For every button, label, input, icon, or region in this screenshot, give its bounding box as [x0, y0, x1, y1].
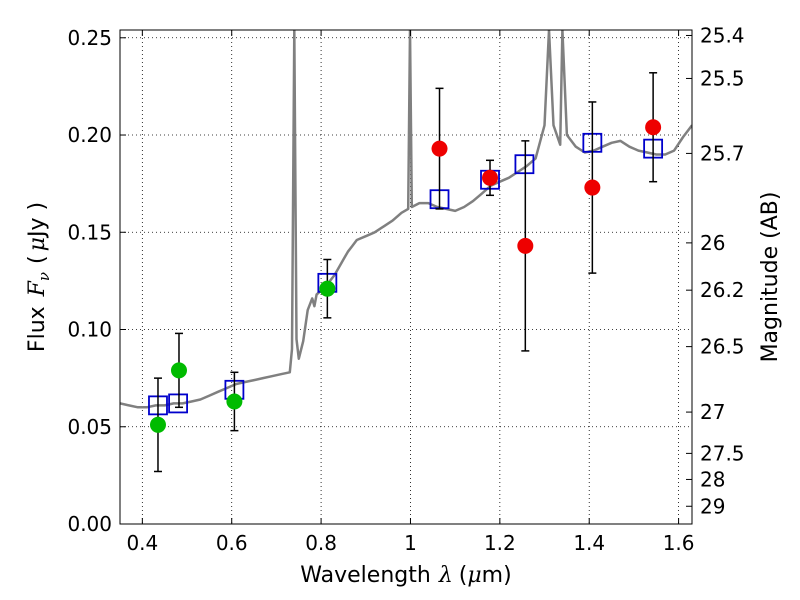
data-point [431, 140, 448, 157]
right-tick-label: 28 [700, 467, 725, 491]
data-point [517, 237, 534, 254]
grid [120, 30, 692, 525]
ticks: 0.4 0.6 0.8 1 1.2 1.4 1.6 0.00 0.05 0.10 0.15 0.20 0… [67, 23, 744, 555]
plot-area [120, 30, 692, 409]
x-tick-label: 0.4 [126, 531, 158, 555]
x-tick-label: 0.6 [216, 531, 248, 555]
right-tick-label: 26 [700, 231, 725, 255]
data-point [584, 179, 601, 196]
right-tick-label: 27.5 [700, 441, 745, 465]
y-tick-label: 0.15 [67, 220, 112, 244]
right-tick-label: 29 [700, 494, 725, 518]
data-point [645, 119, 662, 136]
spectrum-line [120, 30, 692, 409]
x-tick-label: 1.6 [663, 531, 695, 555]
data-point [149, 416, 166, 433]
y-axis-label: FluxFν(μJy ) [25, 202, 53, 352]
x-tick-label: 1 [404, 531, 417, 555]
data-point [226, 393, 243, 410]
right-tick-label: 25.5 [700, 66, 745, 90]
x-tick-label: 0.8 [305, 531, 337, 555]
y-tick-label: 0.20 [67, 123, 112, 147]
x-tick-label: 1.4 [573, 531, 605, 555]
data-point [170, 362, 187, 379]
y-tick-label: 0.10 [67, 318, 112, 342]
right-tick-label: 27 [700, 400, 725, 424]
x-tick-label: 1.2 [484, 531, 516, 555]
plot-frame [119, 29, 693, 525]
model-square-marker [514, 154, 535, 175]
y-tick-label: 0.05 [67, 415, 112, 439]
data-point [482, 169, 499, 186]
data-point [319, 280, 336, 297]
y-tick-label: 0.25 [67, 26, 112, 50]
right-tick-label: 26.5 [700, 335, 745, 359]
right-axis-label: Magnitude (AB) [758, 192, 783, 363]
x-axis-label: Wavelength λ (μm) [300, 563, 511, 588]
right-tick-label: 25.4 [700, 23, 745, 47]
right-tick-label: 26.2 [700, 278, 745, 302]
model-square-marker [168, 393, 188, 414]
right-tick-label: 25.7 [700, 141, 745, 165]
y-tick-label: 0.00 [67, 512, 112, 536]
markers [148, 72, 664, 473]
